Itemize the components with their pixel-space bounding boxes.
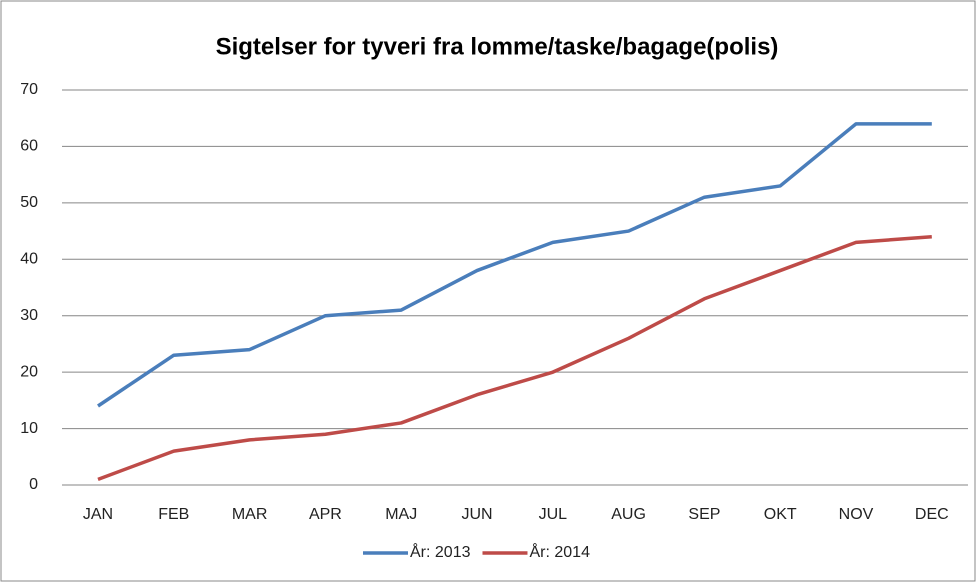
series-line xyxy=(97,122,932,408)
y-tick-label: 60 xyxy=(20,138,38,155)
x-tick-label: APR xyxy=(309,506,342,523)
x-tick-label: FEB xyxy=(158,506,189,523)
x-tick-label: MAJ xyxy=(385,506,417,523)
x-tick-label: AUG xyxy=(611,506,646,523)
x-tick-label: OKT xyxy=(764,506,797,523)
x-tick-label: NOV xyxy=(839,506,874,523)
legend-label: År: 2014 xyxy=(529,542,590,561)
y-tick-label: 40 xyxy=(20,251,38,268)
y-tick-label: 70 xyxy=(20,81,38,98)
x-tick-label: SEP xyxy=(688,506,720,523)
x-tick-label: JAN xyxy=(83,506,113,523)
x-tick-label: MAR xyxy=(232,506,268,523)
x-tick-label: JUL xyxy=(539,506,568,523)
legend-label: År: 2013 xyxy=(410,542,471,561)
y-tick-label: 50 xyxy=(20,194,38,211)
chart-title: Sigtelser for tyveri fra lomme/taske/bag… xyxy=(216,33,779,60)
y-tick-label: 0 xyxy=(29,476,38,493)
x-tick-label: DEC xyxy=(915,506,949,523)
y-tick-label: 30 xyxy=(20,307,38,324)
x-tick-label: JUN xyxy=(461,506,492,523)
y-tick-label: 20 xyxy=(20,363,38,380)
y-tick-label: 10 xyxy=(20,420,38,437)
series-line xyxy=(97,234,932,481)
